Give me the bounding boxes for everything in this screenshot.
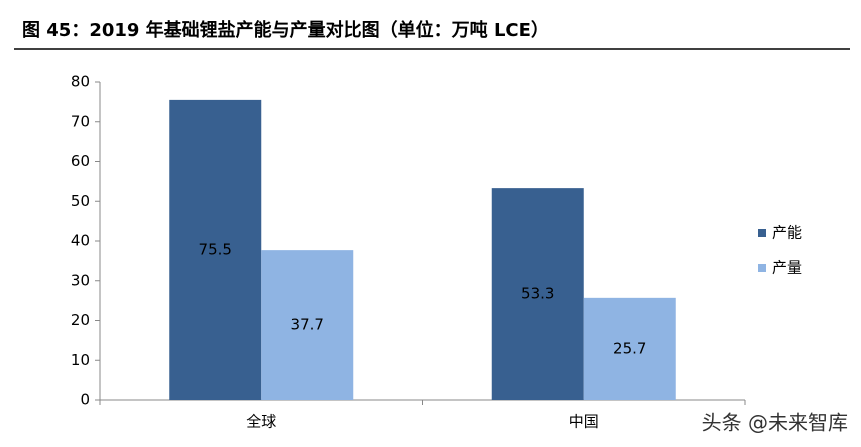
y-tick-label: 60	[71, 152, 90, 170]
y-tick-label: 0	[80, 391, 90, 409]
x-tick-label: 全球	[246, 413, 276, 431]
legend-label: 产能	[772, 224, 802, 242]
y-tick-label: 40	[71, 232, 90, 250]
y-tick-label: 80	[71, 73, 90, 91]
value-label: 75.5	[199, 240, 232, 258]
legend-swatch	[758, 229, 766, 237]
bar	[169, 99, 262, 400]
y-tick-label: 10	[71, 351, 90, 369]
legend-label: 产量	[772, 259, 802, 277]
y-tick-label: 30	[71, 271, 90, 289]
y-tick-label: 70	[71, 112, 90, 130]
bar	[261, 250, 354, 400]
value-label: 37.7	[291, 316, 324, 334]
y-tick-label: 20	[71, 311, 90, 329]
chart-title: 图 45：2019 年基础锂盐产能与产量对比图（单位：万吨 LCE）	[22, 19, 549, 41]
x-tick-label: 中国	[569, 413, 599, 431]
legend-swatch	[758, 264, 766, 272]
value-label: 53.3	[521, 285, 554, 303]
value-label: 25.7	[613, 339, 646, 357]
watermark: 头条 @未来智库	[702, 411, 848, 435]
bar	[583, 297, 676, 400]
bar	[491, 188, 584, 400]
y-tick-label: 50	[71, 192, 90, 210]
